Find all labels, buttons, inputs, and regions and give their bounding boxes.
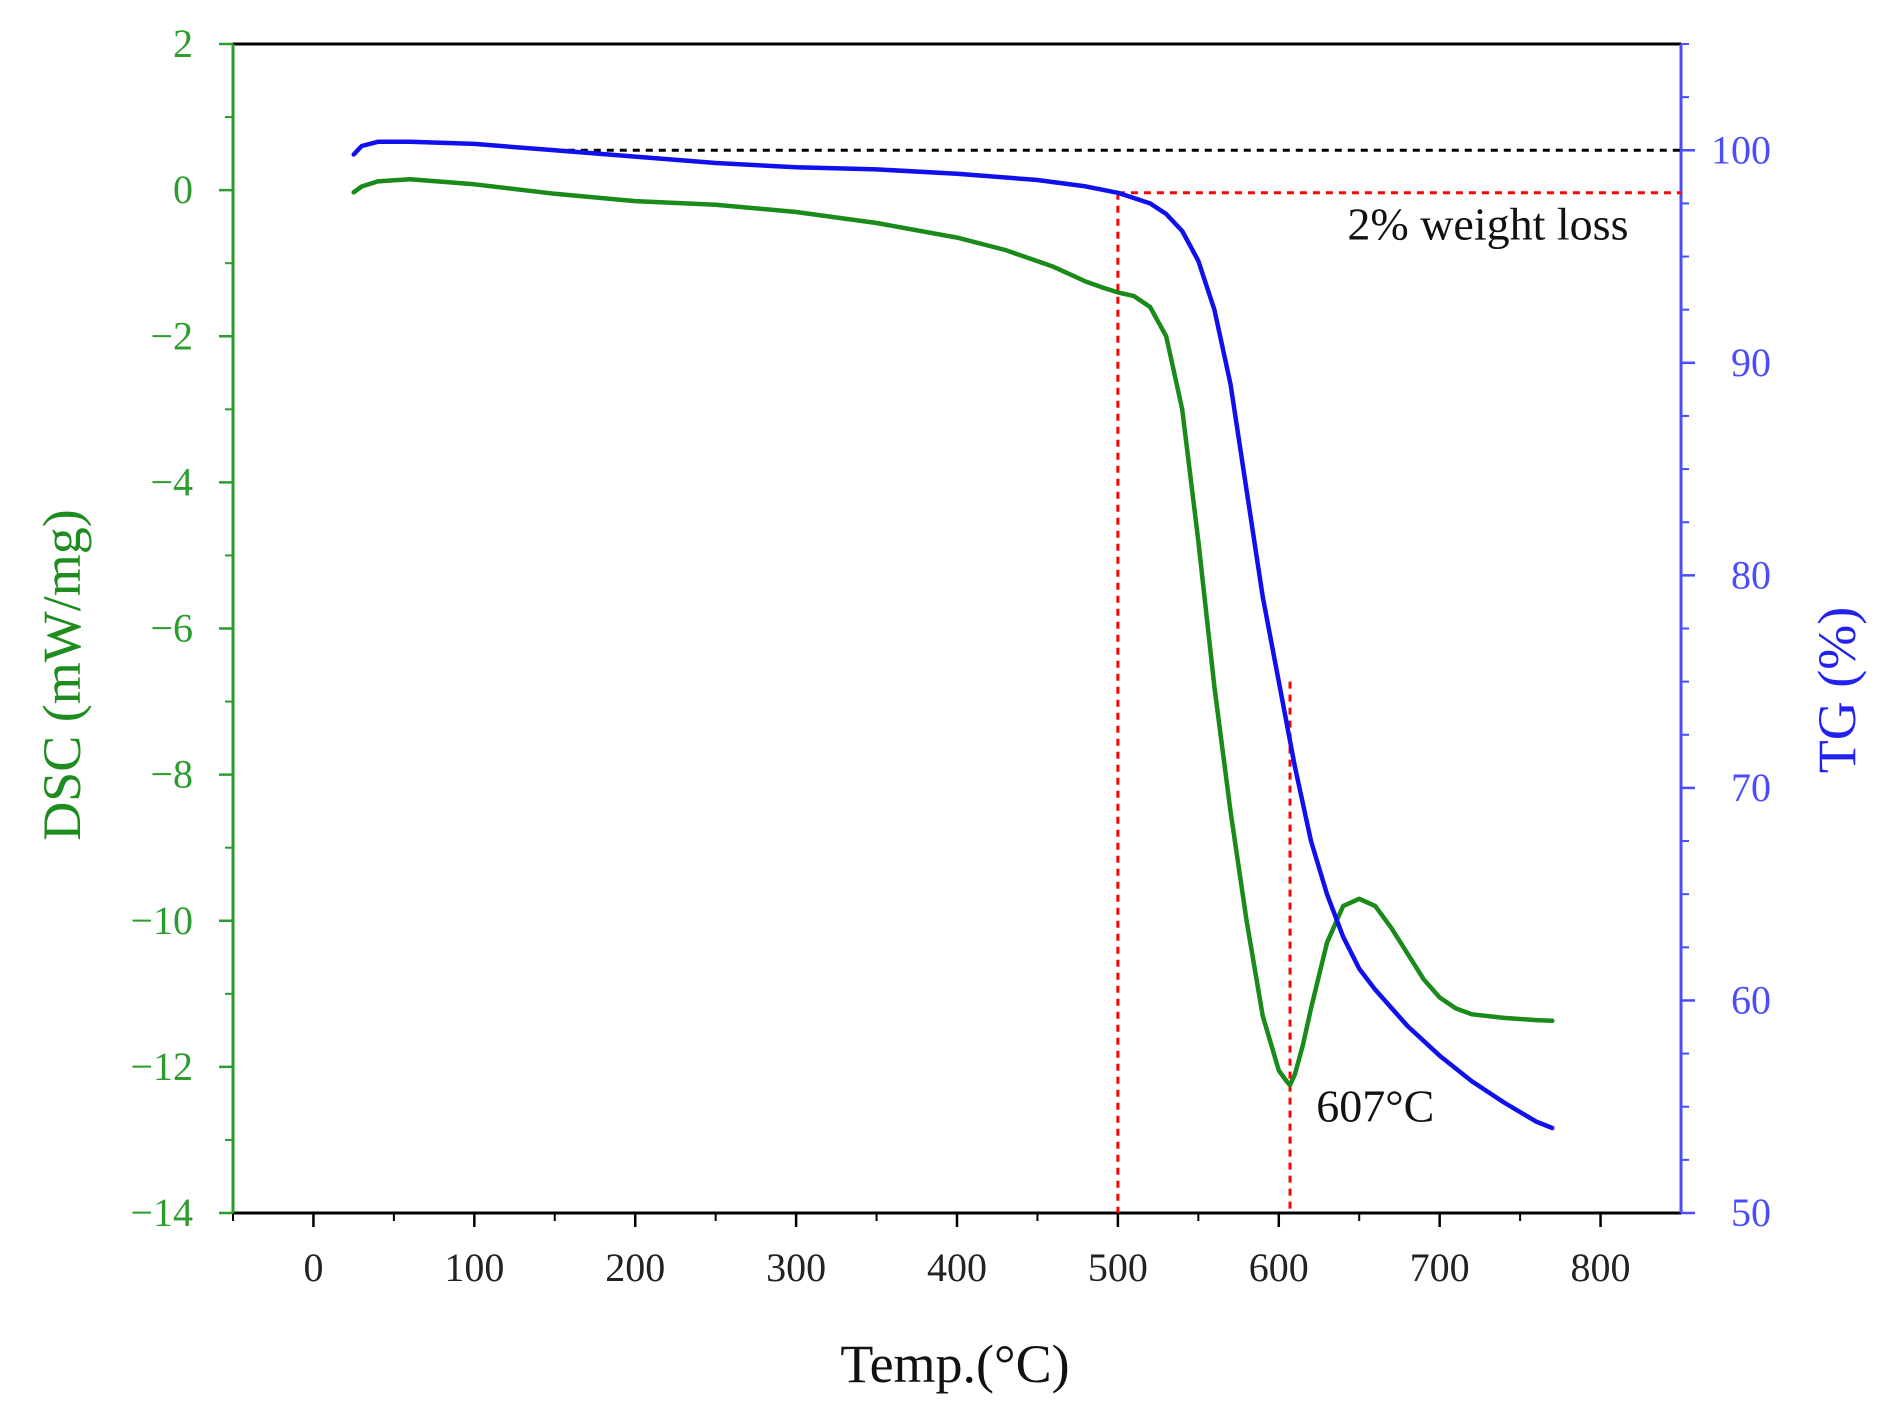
left-y-axis: 2 0 −2 −4 −6 −8 −10 −12 −14: [130, 21, 233, 1235]
series-line-tg: [351, 139, 1555, 1131]
left-y-tick-label: 0: [173, 167, 193, 212]
left-y-tick-label: 2: [173, 21, 193, 66]
left-y-tick-label: −10: [130, 898, 193, 943]
x-axis: 0 100 200 300 400 500 600 700 800: [232, 1213, 1631, 1290]
left-y-axis-title: DSC (mW/mg): [32, 509, 92, 841]
x-axis-title: Temp.(°C): [840, 1334, 1069, 1394]
right-y-tick-label: 90: [1731, 340, 1771, 385]
annotation-label: 607°C: [1316, 1081, 1434, 1132]
right-y-axis: 100 90 80 70 60 50: [1681, 43, 1771, 1235]
right-y-tick-label: 80: [1731, 552, 1771, 597]
left-y-tick-label: −14: [130, 1190, 193, 1235]
reference-lines: [554, 148, 1681, 1213]
left-y-tick-label: −6: [150, 606, 193, 651]
series-line-dsc: [351, 176, 1555, 1088]
x-tick-label: 600: [1249, 1245, 1309, 1290]
right-y-tick-label: 60: [1731, 977, 1771, 1022]
left-y-tick-label: −8: [150, 752, 193, 797]
x-tick-label: 0: [303, 1245, 323, 1290]
x-tick-label: 400: [927, 1245, 987, 1290]
left-y-tick-label: −2: [150, 313, 193, 358]
right-y-tick-label: 100: [1711, 127, 1771, 172]
x-tick-label: 300: [766, 1245, 826, 1290]
x-tick-label: 500: [1088, 1245, 1148, 1290]
left-y-tick-label: −12: [130, 1044, 193, 1089]
right-y-tick-label: 70: [1731, 765, 1771, 810]
left-y-tick-label: −4: [150, 459, 193, 504]
right-y-axis-title: TG (%): [1807, 607, 1867, 773]
right-y-tick-label: 50: [1731, 1190, 1771, 1235]
x-tick-label: 200: [605, 1245, 665, 1290]
series-lines: [351, 139, 1555, 1131]
x-tick-label: 100: [444, 1245, 504, 1290]
x-tick-label: 800: [1571, 1245, 1631, 1290]
annotations: 2% weight loss 607°C: [1316, 199, 1628, 1132]
x-tick-label: 700: [1410, 1245, 1470, 1290]
annotation-label: 2% weight loss: [1347, 199, 1628, 250]
